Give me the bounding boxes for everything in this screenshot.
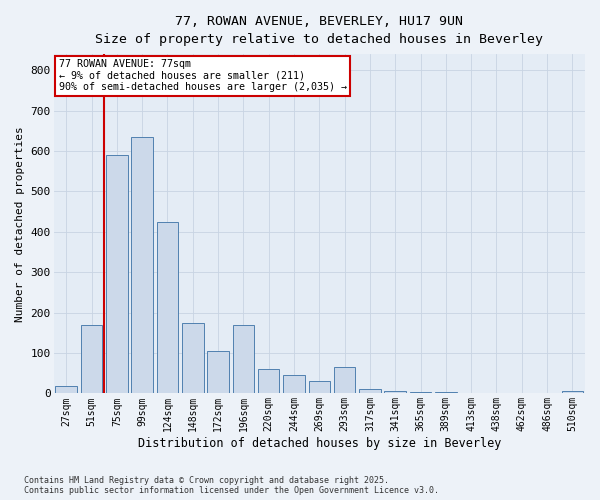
Bar — [334, 367, 355, 394]
Bar — [182, 322, 203, 394]
Y-axis label: Number of detached properties: Number of detached properties — [15, 126, 25, 322]
Bar — [208, 351, 229, 394]
Bar — [81, 324, 102, 394]
X-axis label: Distribution of detached houses by size in Beverley: Distribution of detached houses by size … — [137, 437, 501, 450]
Bar — [460, 392, 482, 394]
Bar — [410, 392, 431, 394]
Bar — [157, 222, 178, 394]
Bar — [385, 392, 406, 394]
Text: Contains HM Land Registry data © Crown copyright and database right 2025.
Contai: Contains HM Land Registry data © Crown c… — [24, 476, 439, 495]
Bar — [435, 392, 457, 394]
Bar — [359, 390, 380, 394]
Bar — [106, 155, 128, 394]
Title: 77, ROWAN AVENUE, BEVERLEY, HU17 9UN
Size of property relative to detached house: 77, ROWAN AVENUE, BEVERLEY, HU17 9UN Siz… — [95, 15, 543, 46]
Bar — [131, 137, 153, 394]
Bar — [233, 324, 254, 394]
Bar — [562, 392, 583, 394]
Bar — [258, 369, 280, 394]
Bar — [485, 392, 507, 394]
Bar — [283, 375, 305, 394]
Text: 77 ROWAN AVENUE: 77sqm
← 9% of detached houses are smaller (211)
90% of semi-det: 77 ROWAN AVENUE: 77sqm ← 9% of detached … — [59, 59, 347, 92]
Bar — [55, 386, 77, 394]
Bar — [308, 382, 330, 394]
